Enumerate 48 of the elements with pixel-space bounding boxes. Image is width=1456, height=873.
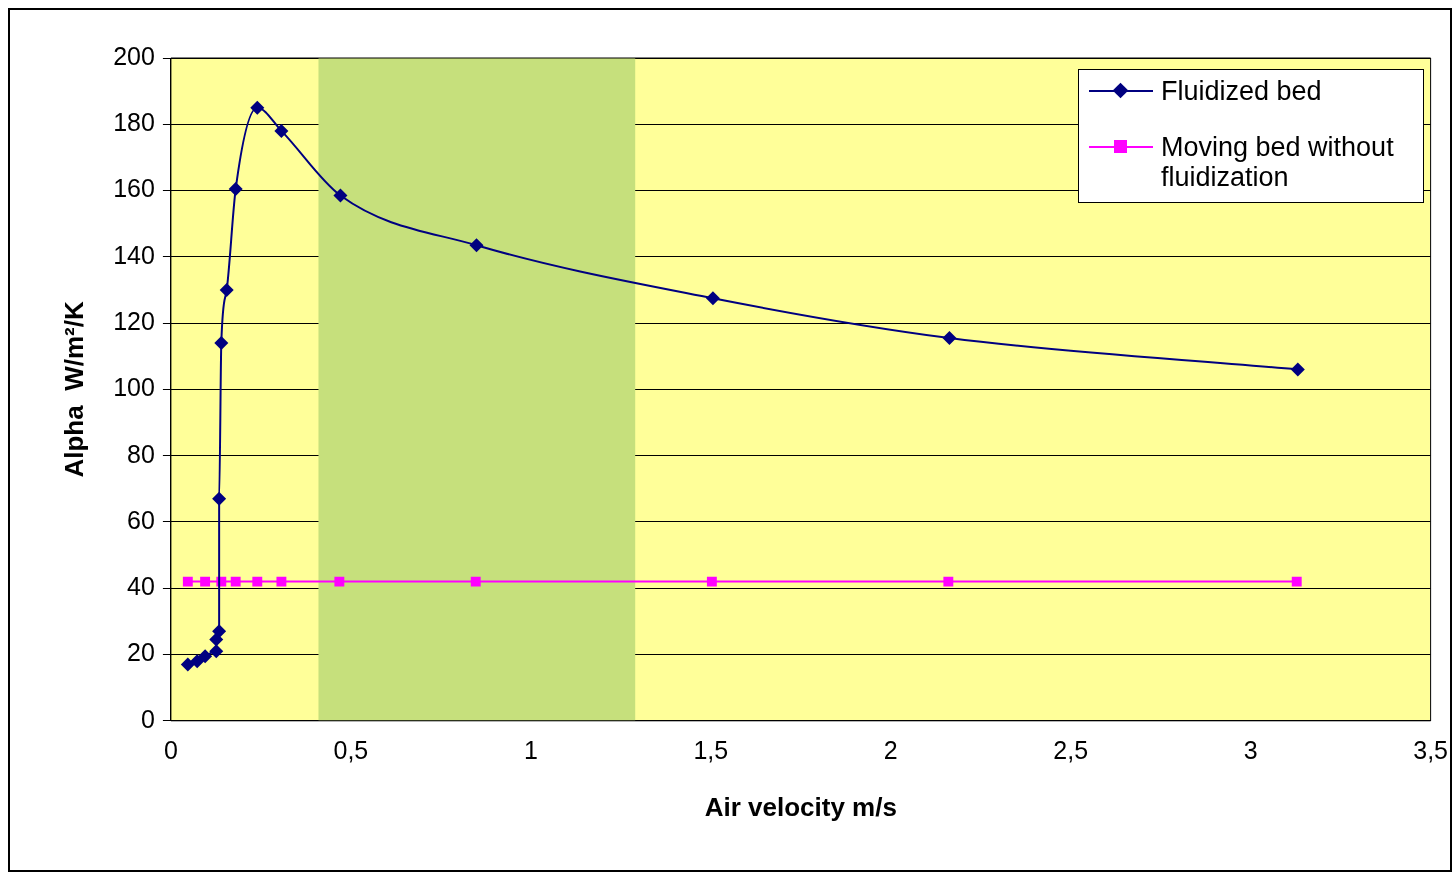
y-tick-label: 180 bbox=[113, 108, 155, 137]
x-tick-label: 3,5 bbox=[1413, 735, 1449, 764]
point bbox=[200, 576, 211, 587]
y-tick-label: 100 bbox=[113, 373, 155, 402]
y-tick-label: 120 bbox=[113, 307, 155, 336]
point bbox=[230, 576, 241, 587]
point bbox=[469, 238, 484, 253]
y-tick-label: 160 bbox=[113, 174, 155, 203]
point bbox=[212, 491, 227, 506]
point bbox=[180, 657, 195, 672]
point bbox=[705, 291, 720, 306]
point bbox=[274, 123, 289, 138]
legend-label: Fluidized bed bbox=[1161, 76, 1322, 106]
point bbox=[209, 644, 224, 659]
x-tick-label: 3 bbox=[1243, 735, 1258, 764]
point bbox=[182, 576, 193, 587]
point bbox=[198, 649, 213, 664]
x-tick-label: 1,5 bbox=[693, 735, 729, 764]
x-tick-label: 1 bbox=[523, 735, 538, 764]
point bbox=[1290, 362, 1305, 377]
y-tick-label: 20 bbox=[127, 638, 155, 667]
point bbox=[276, 576, 287, 587]
x-tick-label: 2,5 bbox=[1053, 735, 1089, 764]
y-axis-title: Alpha W/m²/K bbox=[58, 301, 89, 478]
point bbox=[942, 331, 957, 346]
y-tick-label: 200 bbox=[113, 41, 155, 70]
point bbox=[252, 576, 263, 587]
y-tick-label: 140 bbox=[113, 240, 155, 269]
x-axis-title: Air velocity m/s bbox=[704, 791, 897, 822]
x-tick-label: 0,5 bbox=[333, 735, 369, 764]
point bbox=[1291, 576, 1302, 587]
point bbox=[214, 336, 229, 350]
y-tick-label: 40 bbox=[127, 572, 155, 601]
point bbox=[219, 282, 234, 297]
point bbox=[334, 576, 345, 587]
y-tick-label: 0 bbox=[141, 704, 155, 733]
point bbox=[943, 576, 954, 587]
point bbox=[212, 624, 227, 639]
x-tick-label: 2 bbox=[883, 735, 898, 764]
point bbox=[228, 181, 243, 196]
point bbox=[250, 100, 265, 115]
point bbox=[470, 576, 481, 587]
point bbox=[706, 576, 717, 587]
legend-label: Moving bed without fluidization bbox=[1161, 132, 1395, 192]
x-tick-label: 0 bbox=[163, 735, 178, 764]
y-tick-label: 80 bbox=[127, 439, 155, 468]
y-tick-label: 60 bbox=[127, 505, 155, 534]
point bbox=[333, 188, 348, 203]
